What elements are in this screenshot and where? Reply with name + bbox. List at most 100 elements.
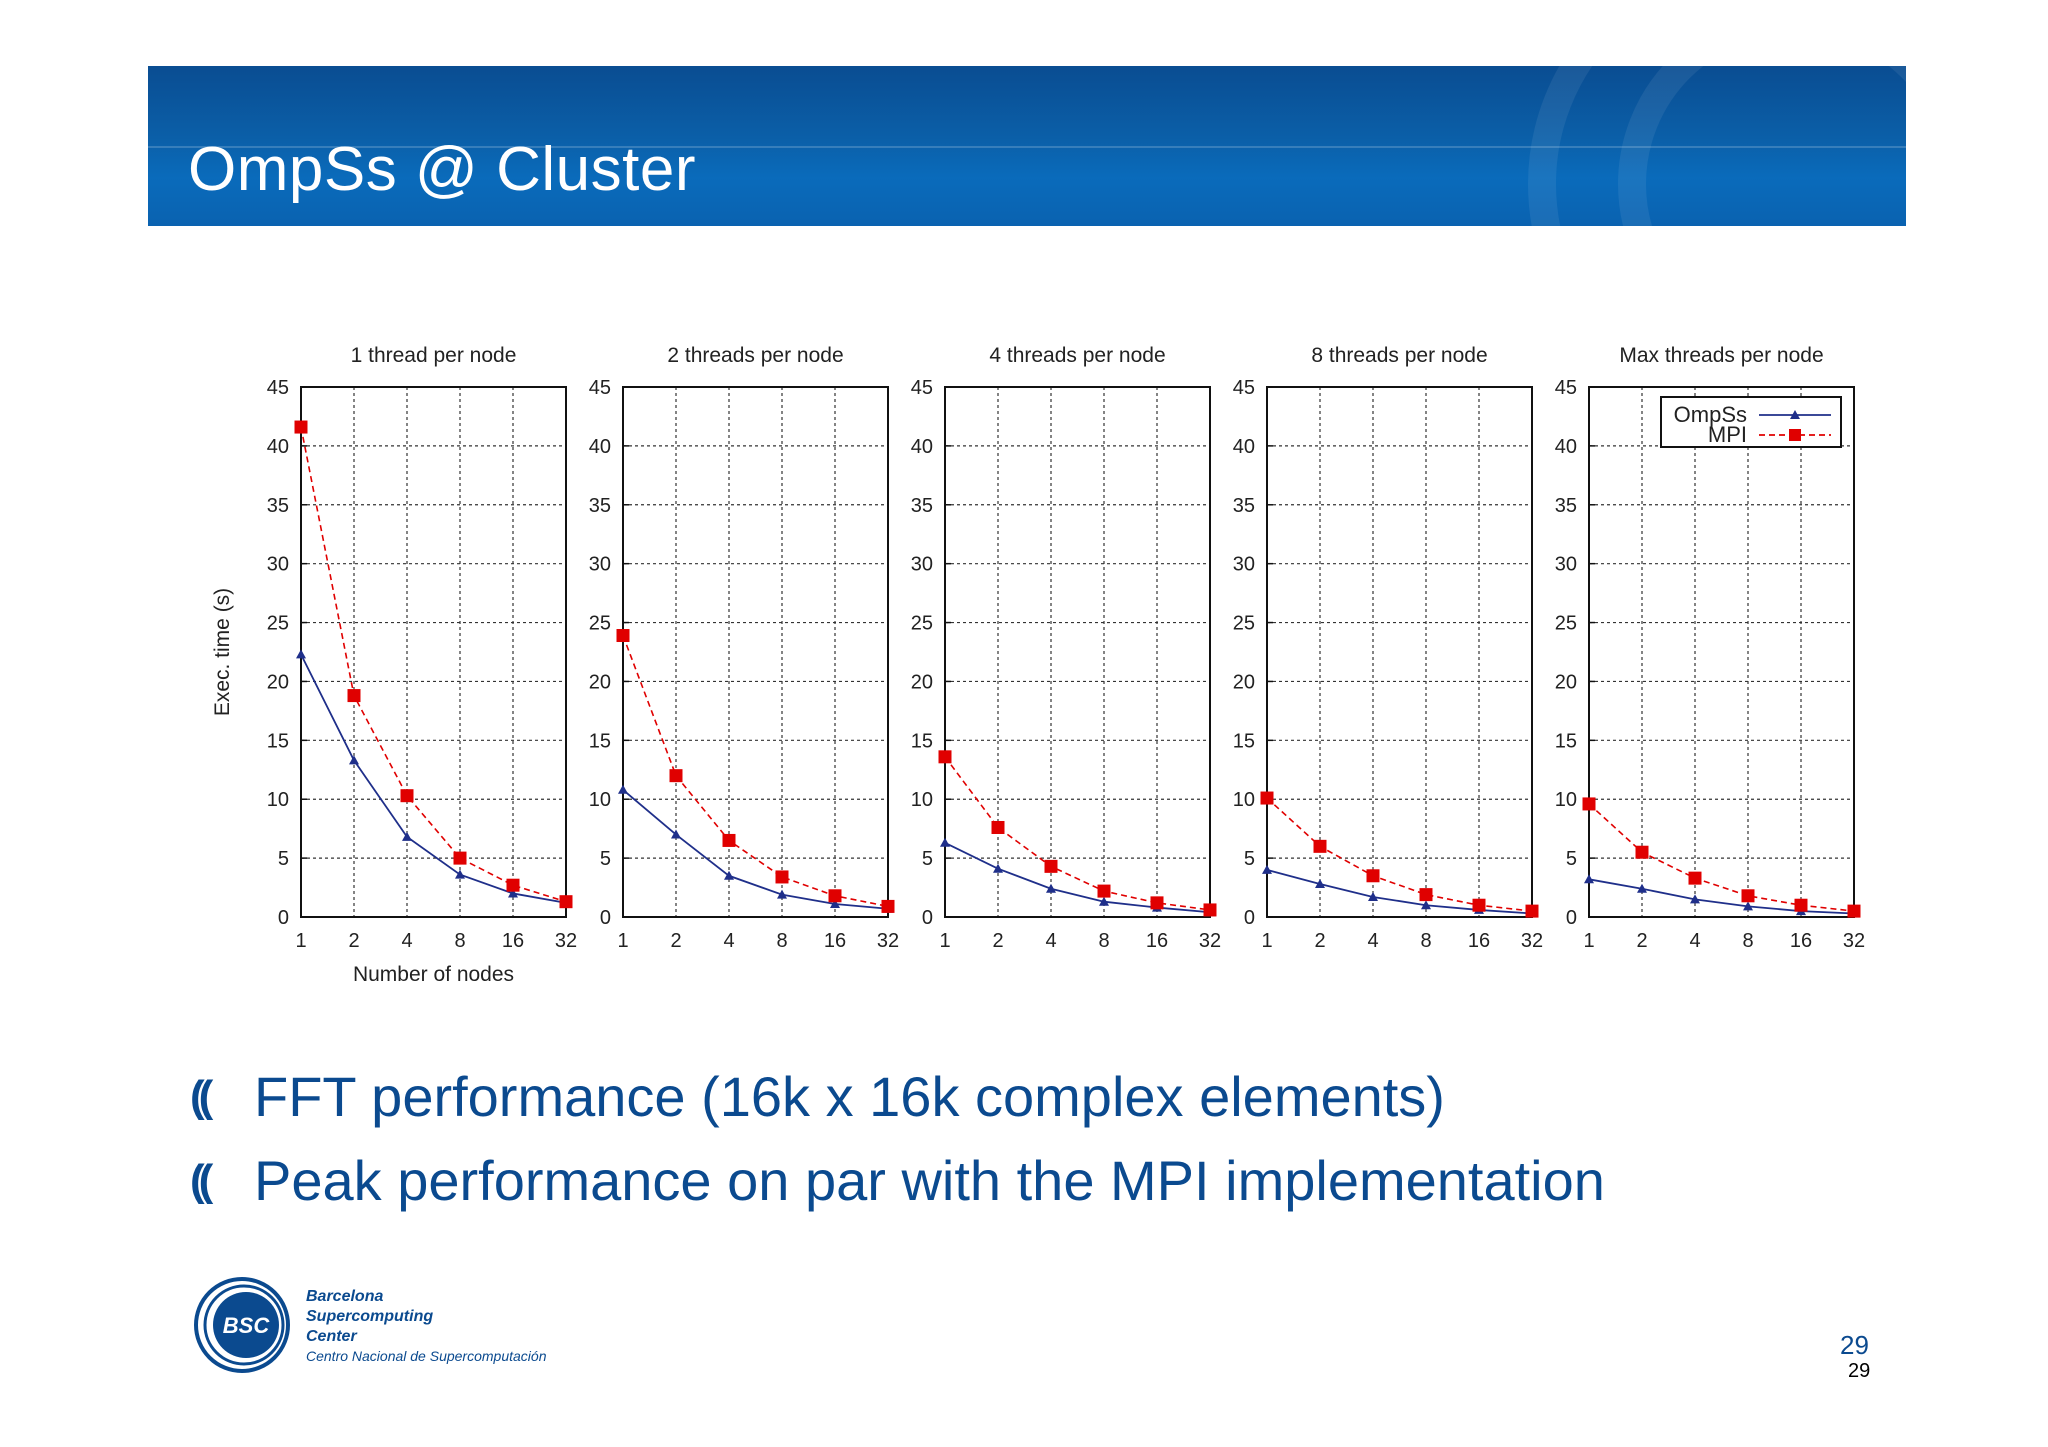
logo-line-1: Barcelona (306, 1288, 384, 1305)
x-tick-label: 1 (1261, 930, 1272, 952)
series-line-ompss (300, 653, 567, 904)
y-tick-label: 45 (1233, 377, 1255, 399)
data-point-ompss (1368, 891, 1378, 901)
y-tick-label: 10 (267, 789, 289, 811)
y-tick-label: 35 (1555, 495, 1577, 517)
y-tick-label: 20 (1555, 671, 1577, 693)
data-point-ompss (1046, 883, 1056, 893)
data-point-ompss (1262, 864, 1272, 874)
y-tick-label: 10 (1555, 789, 1577, 811)
y-tick-label: 5 (278, 848, 289, 870)
data-point-mpi (294, 420, 308, 434)
data-point-mpi (1419, 888, 1433, 902)
bullet-glyph-icon: (( (190, 1072, 213, 1121)
y-tick-label: 5 (922, 848, 933, 870)
bullet-text: Peak performance on par with the MPI imp… (254, 1149, 1605, 1212)
y-tick-label: 0 (600, 907, 611, 929)
x-tick-label: 4 (723, 930, 734, 952)
plot-frame (622, 386, 889, 918)
y-tick-label: 45 (589, 377, 611, 399)
y-tick-label: 30 (911, 554, 933, 576)
data-point-mpi (775, 870, 789, 884)
y-tick-label: 0 (922, 907, 933, 929)
x-tick-label: 16 (1146, 930, 1168, 952)
series-line-ompss (622, 789, 889, 910)
chart-title: Max threads per node (1619, 344, 1823, 367)
x-tick-label: 16 (824, 930, 846, 952)
data-point-ompss (777, 889, 787, 899)
x-tick-label: 32 (1521, 930, 1543, 952)
x-tick-label: 2 (992, 930, 1003, 952)
y-tick-label: 0 (278, 907, 289, 929)
y-tick-label: 5 (600, 848, 611, 870)
plot-frame (300, 386, 567, 918)
y-tick-label: 5 (1244, 848, 1255, 870)
plot-frame (1588, 386, 1855, 918)
x-tick-label: 32 (555, 930, 577, 952)
data-point-mpi (1097, 884, 1111, 898)
data-point-mpi (1313, 839, 1327, 853)
data-point-mpi (1150, 896, 1164, 910)
data-point-ompss (455, 869, 465, 879)
legend-label: OmpSs (1674, 402, 1747, 427)
y-axis-label: Exec. time (s) (211, 588, 234, 716)
y-tick-label: 15 (267, 730, 289, 752)
bullet-text: FFT performance (16k x 16k complex eleme… (254, 1065, 1445, 1128)
y-tick-label: 15 (1233, 730, 1255, 752)
y-tick-label: 40 (911, 436, 933, 458)
series-line-mpi (944, 756, 1211, 911)
y-tick-label: 20 (589, 671, 611, 693)
x-tick-label: 1 (295, 930, 306, 952)
data-point-mpi (506, 878, 520, 892)
y-tick-label: 40 (267, 436, 289, 458)
y-tick-label: 15 (911, 730, 933, 752)
data-point-mpi (1688, 871, 1702, 885)
data-point-ompss (508, 888, 518, 898)
x-tick-label: 8 (1420, 930, 1431, 952)
data-point-mpi (347, 689, 361, 703)
x-tick-label: 4 (401, 930, 412, 952)
data-point-mpi (938, 750, 952, 764)
chart-panel: 8 threads per node 0 5 10 15 20 25 30 35 40 45 1 2 4 8… (1233, 344, 1543, 952)
series-line-mpi (622, 635, 889, 908)
data-point-ompss (1637, 883, 1647, 893)
slide-title: OmpSs @ Cluster (188, 135, 696, 204)
x-tick-label: 1 (617, 930, 628, 952)
y-tick-label: 0 (1244, 907, 1255, 929)
y-tick-label: 40 (589, 436, 611, 458)
series-line-ompss (1266, 869, 1533, 915)
data-point-mpi (400, 789, 414, 803)
data-point-ompss (1421, 900, 1431, 910)
chart-title: 8 threads per node (1311, 344, 1487, 367)
data-point-ompss (618, 784, 628, 794)
data-point-ompss (671, 829, 681, 839)
logo-text: Barcelona Supercomputing Center Centro N… (306, 1287, 546, 1365)
data-point-mpi (1794, 898, 1808, 912)
chart-panel: Max threads per node 0 5 10 15 20 25 30 35 40 45 1 2… (1555, 344, 1865, 952)
data-point-mpi (1582, 797, 1596, 811)
chart-panel: 4 threads per node 0 5 10 15 20 25 30 35 40 45 1 2 4 8… (911, 344, 1221, 952)
x-tick-label: 32 (1843, 930, 1865, 952)
x-tick-label: 8 (1098, 930, 1109, 952)
logo-line-2: Supercomputing (306, 1308, 434, 1325)
y-tick-label: 25 (589, 613, 611, 635)
series-line-mpi (1266, 797, 1533, 912)
x-tick-label: 32 (1199, 930, 1221, 952)
logo-line-3: Center (306, 1328, 357, 1345)
bullet-glyph-icon: (( (190, 1156, 213, 1205)
data-point-ompss (296, 649, 306, 659)
data-point-ompss (1690, 894, 1700, 904)
y-tick-label: 10 (1233, 789, 1255, 811)
data-point-mpi (1847, 904, 1861, 918)
legend-label: MPI (1708, 422, 1747, 447)
plot-frame (944, 386, 1211, 918)
data-point-mpi (1472, 898, 1486, 912)
series-line-ompss (1588, 878, 1855, 915)
y-tick-label: 40 (1555, 436, 1577, 458)
y-tick-label: 30 (1233, 554, 1255, 576)
title-bar: OmpSs @ Cluster (148, 66, 1906, 226)
data-point-mpi (722, 833, 736, 847)
x-tick-label: 4 (1367, 930, 1378, 952)
data-point-ompss (1315, 879, 1325, 889)
